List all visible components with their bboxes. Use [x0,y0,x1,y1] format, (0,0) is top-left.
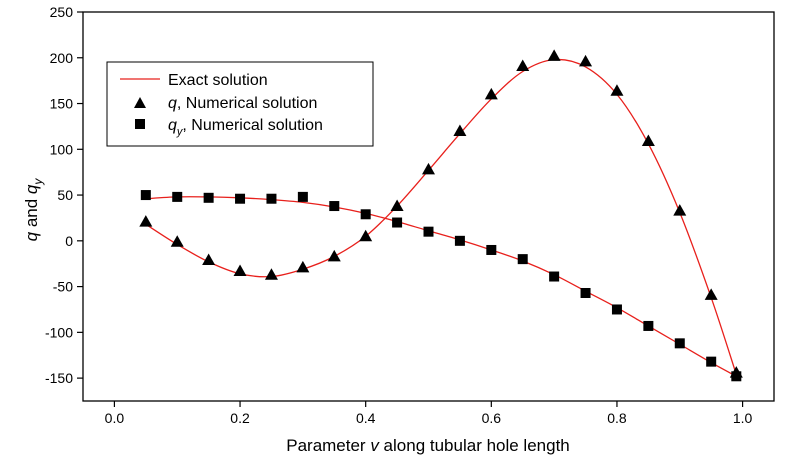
q-numerical-point [516,59,530,72]
y-tick-label: 150 [50,96,74,112]
q-numerical-point [422,162,435,175]
q-numerical-point [139,215,153,227]
legend-label-q-text: , Numerical solution [177,95,318,112]
exact-solution-line-qy [145,196,737,377]
qy-numerical-point [454,235,465,246]
y-tick-label: -100 [45,324,73,340]
qy-numerical-point [423,226,434,237]
legend-label-qy-var: q [168,117,177,134]
numerical-markers [139,49,743,382]
q-numerical-point [264,268,278,280]
qy-numerical-point [486,244,497,255]
y-tick-label: 250 [50,4,74,20]
q-numerical-point [170,235,184,247]
x-tick-label: 0.6 [482,410,502,426]
legend-label-qy: qy, Numerical solution [168,117,323,138]
q-numerical-point [327,249,341,262]
q-numerical-point [453,124,467,136]
q-numerical-point [610,84,624,96]
y-tick-label: 100 [50,141,74,157]
legend-triangle-swatch [134,97,146,108]
x-tick-label: 0.8 [607,410,627,426]
x-tick-label: 0.0 [105,410,125,426]
qy-numerical-point [731,371,742,382]
qy-numerical-point [297,191,308,202]
qy-numerical-point [643,320,654,331]
q-numerical-point [579,54,593,67]
qy-numerical-point [203,192,214,203]
qy-numerical-point [517,254,528,265]
q-numerical-point [484,87,498,100]
axis-ticks: 0.0 0.2 0.4 0.6 0.8 1.0 -150 -100 -50 0 50 100 150 20… [45,4,753,426]
qy-numerical-point [360,209,371,220]
y-tick-label: 200 [50,50,74,66]
x-axis-title-prefix: Parameter [286,436,370,455]
legend-label-q-var: q [168,95,177,112]
q-numerical-point [296,260,310,273]
y-axis-title-qy: q [22,184,41,194]
x-axis-title: Parameter v along tubular hole length [286,436,570,455]
qy-numerical-point [172,191,183,202]
x-tick-label: 0.2 [230,410,250,426]
q-numerical-point [547,49,561,61]
qy-numerical-point [611,304,622,315]
y-axis-title-q: q [22,231,41,241]
qy-numerical-point [266,193,277,204]
x-tick-label: 0.4 [356,410,376,426]
x-tick-label: 1.0 [733,410,753,426]
q-numerical-point [359,229,373,242]
qy-numerical-point [706,356,717,367]
y-axis-title-sub: y [31,178,45,186]
q-numerical-point [202,253,216,266]
q-numerical-point [641,134,655,147]
y-axis-title-and: and [22,194,41,232]
qy-numerical-point [140,190,151,201]
y-tick-label: 0 [65,233,73,249]
legend-box [106,61,374,147]
qy-numerical-point [329,201,340,212]
y-tick-label: 50 [57,187,73,203]
qy-numerical-point [674,338,685,349]
y-tick-label: -50 [53,279,73,295]
legend-label-exact: Exact solution [168,72,268,89]
legend-label-qy-sub: y [176,126,184,138]
q-numerical-point [673,204,687,216]
y-axis-title: q and qy [22,178,45,242]
legend-label-q: q, Numerical solution [168,95,317,112]
x-axis-title-suffix: along tubular hole length [379,436,570,455]
q-numerical-point [233,264,247,277]
qy-numerical-point [235,193,246,204]
qy-numerical-point [392,217,403,228]
qy-numerical-point [580,287,591,298]
y-tick-label: -150 [45,370,73,386]
legend: Exact solution q, Numerical solution qy,… [106,61,374,147]
plot-frame [82,11,775,402]
x-axis-title-var: v [370,436,380,455]
legend-label-qy-text: , Numerical solution [182,117,323,134]
qy-numerical-point [549,271,560,282]
q-numerical-point [390,199,404,212]
legend-square-swatch [135,119,145,129]
q-numerical-point [704,288,718,300]
